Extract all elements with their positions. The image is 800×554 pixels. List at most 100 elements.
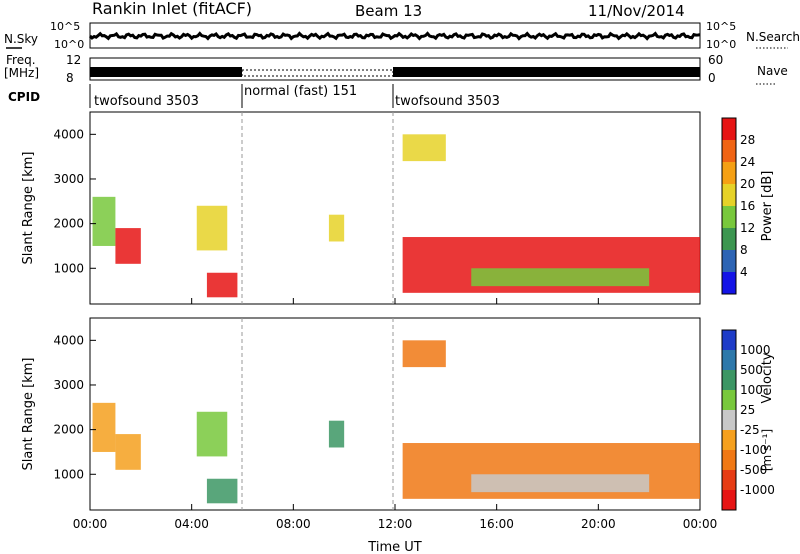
freq-bar-1	[90, 67, 242, 77]
cpid-segment-2: normal (fast) 151	[244, 84, 357, 99]
x-axis-label: Time UT	[367, 540, 421, 554]
power-bar-swatch	[722, 272, 736, 294]
power-bar-tick-label: 8	[740, 243, 748, 257]
velocity-bar-label: Velocity	[760, 352, 775, 403]
power-panel: 1000 2000 3000 4000 Slant Range [km]	[21, 111, 701, 305]
power-ytick-label: 1000	[53, 261, 84, 275]
cpid-segment-3: twofsound 3503	[395, 94, 500, 109]
velocity-bar-tick-label: 1000	[740, 343, 771, 357]
velocity-data	[92, 340, 700, 504]
cpid-row: CPID twofsound 3503 normal (fast) 151 tw…	[8, 84, 500, 109]
power-region-0	[92, 196, 116, 246]
velocity-bar-swatch	[722, 430, 736, 450]
xtick-label: 12:00	[378, 517, 413, 531]
velocity-bar-tick-label: -1000	[740, 483, 775, 497]
velocity-bar-swatch	[722, 450, 736, 470]
velocity-bar-swatch	[722, 490, 736, 510]
velocity-panel: 1000 2000 3000 4000 Slant Range [km]	[21, 317, 701, 511]
velocity-bar-unit: [m s⁻¹]	[760, 429, 774, 471]
station-title: Rankin Inlet (fitACF)	[92, 0, 252, 18]
velocity-bar-swatch	[722, 350, 736, 370]
power-bar-label: Power [dB]	[760, 171, 775, 242]
power-region-1	[115, 228, 141, 264]
velocity-ytick-label: 2000	[53, 423, 84, 437]
velocity-bar-tick-label: 500	[740, 363, 763, 377]
velocity-region-7	[471, 474, 650, 493]
power-bar-tick-label: 24	[740, 155, 755, 169]
velocity-bar-tick-label: -25	[740, 423, 760, 437]
velocity-region-4	[328, 420, 345, 448]
xtick-label: 08:00	[276, 517, 311, 531]
velocity-region-6	[402, 340, 446, 368]
nsky-tick-top: 10^5	[50, 20, 80, 33]
nsky-tick-bottom: 10^0	[54, 38, 84, 51]
power-bar-swatch	[722, 118, 736, 140]
nsky-label: N.Sky	[4, 32, 38, 46]
power-ylabel: Slant Range [km]	[21, 152, 36, 265]
power-bar-swatch	[722, 206, 736, 228]
date-label: 11/Nov/2014	[588, 2, 685, 20]
cpid-label: CPID	[8, 90, 40, 104]
velocity-region-3	[206, 478, 238, 504]
freq-label: Freq.	[6, 53, 36, 67]
velocity-bar-swatch	[722, 390, 736, 410]
beam-label: Beam 13	[355, 2, 422, 20]
velocity-colorbar: 1000 500 100 25 -25 -100 -500 -1000	[721, 329, 775, 511]
power-bar-tick-label: 20	[740, 177, 755, 191]
velocity-ytick-label: 4000	[53, 333, 84, 347]
power-region-7	[471, 268, 650, 287]
freq-tick-top: 12	[66, 53, 81, 67]
nave-tick-top: 60	[708, 53, 723, 67]
power-bar-swatch	[722, 228, 736, 250]
power-ytick-label: 2000	[53, 217, 84, 231]
freq-strip: Freq. [MHz] 12 8 60 0 Nave	[4, 53, 788, 85]
power-region-6	[402, 134, 446, 162]
power-region-4	[328, 214, 345, 242]
power-ytick-label: 3000	[53, 172, 84, 186]
xtick-label: 16:00	[479, 517, 514, 531]
power-bar-swatch	[722, 250, 736, 272]
xtick-label: 04:00	[174, 517, 209, 531]
cpid-segment-1: twofsound 3503	[94, 94, 199, 109]
velocity-bar-swatch	[722, 330, 736, 350]
power-bar-swatch	[722, 140, 736, 162]
velocity-region-0	[92, 402, 116, 452]
velocity-region-1	[115, 434, 141, 470]
velocity-ylabel: Slant Range [km]	[21, 358, 36, 471]
power-data	[92, 134, 700, 298]
nsearch-label: N.Search	[746, 30, 800, 44]
freq-tick-bottom: 8	[66, 71, 74, 85]
power-bar-tick-label: 12	[740, 221, 755, 235]
power-ytick-label: 4000	[53, 127, 84, 141]
nsearch-tick-top: 10^5	[706, 20, 736, 33]
power-region-2	[196, 205, 228, 251]
power-bar-tick-label: 4	[740, 265, 748, 279]
nave-tick-bottom: 0	[708, 71, 716, 85]
velocity-bar-tick-label: -500	[740, 463, 767, 477]
power-bar-tick-label: 16	[740, 199, 755, 213]
velocity-bar-tick-label: 25	[740, 403, 755, 417]
freq-bar-2	[241, 69, 394, 77]
xtick-label: 00:00	[683, 517, 718, 531]
power-bar-swatch	[722, 184, 736, 206]
nsky-strip: N.Sky 10^5 10^0 10^5 10^0 N.Search	[4, 20, 800, 51]
power-region-3	[206, 272, 238, 298]
velocity-bar-swatch	[722, 470, 736, 490]
velocity-bar-tick-label: -100	[740, 443, 767, 457]
velocity-bar-swatch	[722, 370, 736, 390]
nsearch-tick-bottom: 10^0	[706, 38, 736, 51]
power-bar-swatch	[722, 162, 736, 184]
freq-bar-3	[393, 67, 700, 77]
power-colorbar: 28 24 20 16 12 8 4	[721, 117, 755, 295]
xtick-label: 00:00	[73, 517, 108, 531]
power-bar-tick-label: 28	[740, 133, 755, 147]
velocity-bar-swatch	[722, 410, 736, 430]
nave-label: Nave	[757, 64, 788, 78]
velocity-region-2	[196, 411, 228, 457]
velocity-ytick-label: 1000	[53, 467, 84, 481]
nsky-trace	[88, 31, 701, 41]
freq-unit: [MHz]	[4, 66, 39, 80]
velocity-bar-tick-label: 100	[740, 383, 763, 397]
velocity-ytick-label: 3000	[53, 378, 84, 392]
